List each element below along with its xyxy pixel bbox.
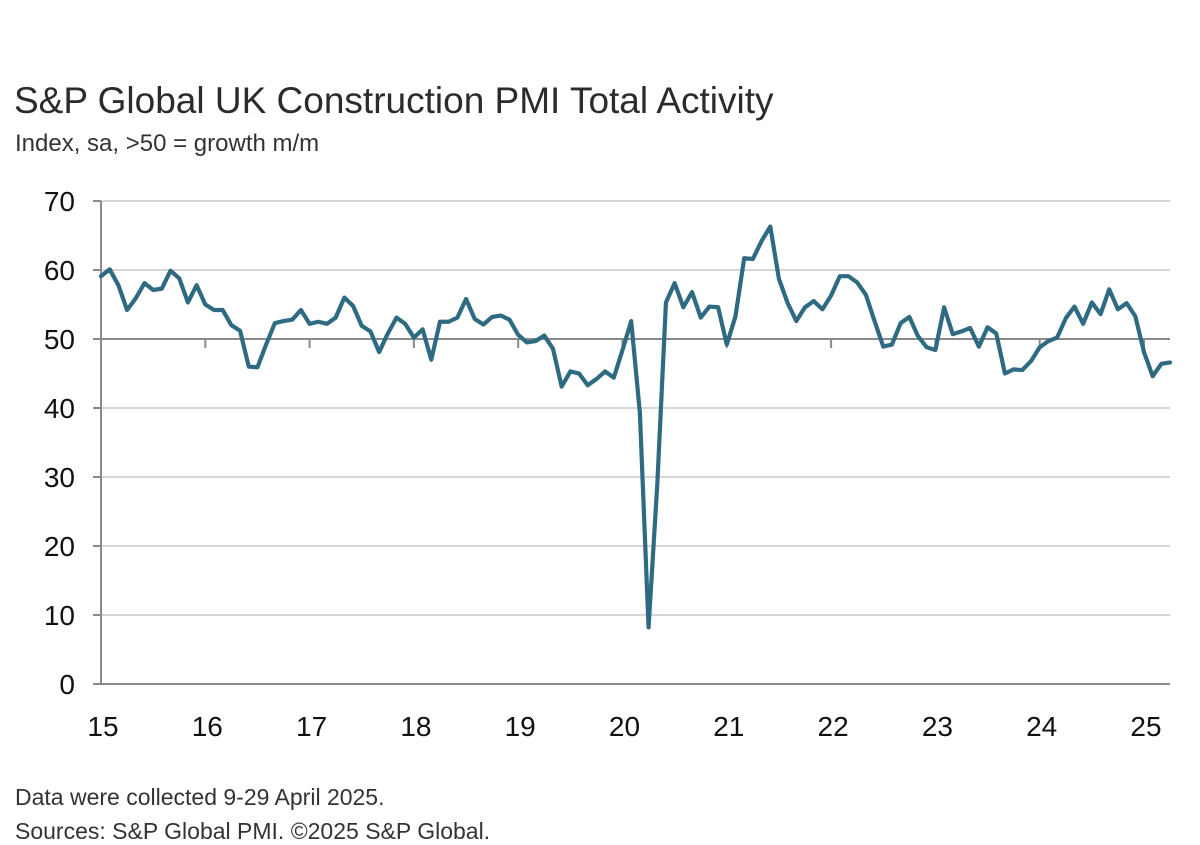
x-tick-label-19: 19 xyxy=(505,711,536,742)
series-layer xyxy=(98,224,1173,630)
y-tick-label-10: 10 xyxy=(44,600,75,631)
y-tick-label-0: 0 xyxy=(59,669,75,700)
y-tick-labels: 0 10 20 30 40 50 60 70 xyxy=(44,186,75,700)
x-tick-label-25: 25 xyxy=(1130,711,1161,742)
y-tick-label-70: 70 xyxy=(44,186,75,217)
x-tick-label-22: 22 xyxy=(818,711,849,742)
chart-title: S&P Global UK Construction PMI Total Act… xyxy=(14,80,774,121)
source-note: Sources: S&P Global PMI. ©2025 S&P Globa… xyxy=(15,818,491,844)
y-tick-label-40: 40 xyxy=(44,393,75,424)
axes xyxy=(93,200,1170,685)
grid-lines xyxy=(101,200,1170,616)
y-tick-label-30: 30 xyxy=(44,462,75,493)
series-line-0 xyxy=(98,224,1173,630)
chart-plot: 0 10 20 30 40 50 60 70 15 16 17 18 19 20 21 22 23 24 25 xyxy=(44,186,1173,742)
x-tick-label-20: 20 xyxy=(609,711,640,742)
chart-subtitle: Index, sa, >50 = growth m/m xyxy=(15,130,320,157)
y-tick-label-20: 20 xyxy=(44,531,75,562)
x-tick-label-16: 16 xyxy=(192,711,223,742)
x-tick-label-24: 24 xyxy=(1026,711,1057,742)
x-tick-label-18: 18 xyxy=(400,711,431,742)
y-tick-label-50: 50 xyxy=(44,324,75,355)
y-tick-label-60: 60 xyxy=(44,255,75,286)
x-tick-label-17: 17 xyxy=(296,711,327,742)
x-tick-label-21: 21 xyxy=(713,711,744,742)
footnote: Data were collected 9-29 April 2025. xyxy=(15,784,385,810)
x-tick-labels: 15 16 17 18 19 20 21 22 23 24 25 xyxy=(87,711,1161,742)
x-tick-label-23: 23 xyxy=(922,711,953,742)
x-tick-label-15: 15 xyxy=(87,711,118,742)
